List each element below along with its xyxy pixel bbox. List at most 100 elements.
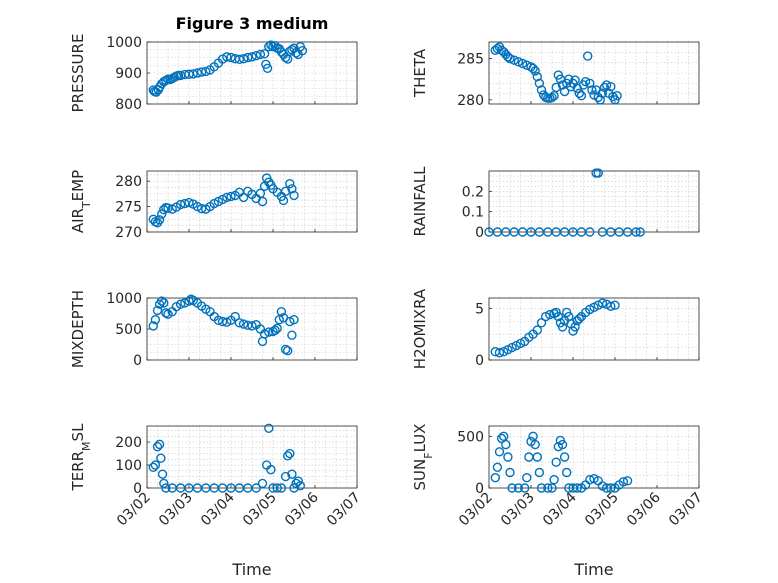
y-tick-label: 1000 bbox=[106, 35, 142, 51]
data-point bbox=[287, 469, 297, 479]
data-point bbox=[148, 321, 159, 331]
data-point bbox=[270, 325, 280, 335]
y-tick-label: 0 bbox=[133, 353, 142, 369]
subplot-air_temp: 270 275 280 AIRTEMP bbox=[69, 170, 358, 241]
x-tick-label: 03/05 bbox=[240, 490, 280, 530]
data-point bbox=[234, 54, 245, 65]
data-point bbox=[545, 309, 555, 320]
data-point bbox=[557, 322, 568, 332]
data-point bbox=[536, 85, 547, 95]
data-point bbox=[213, 315, 224, 326]
data-point bbox=[285, 316, 295, 327]
subplot-mixdepth: 0 500 1000 MIXDEPTH bbox=[69, 290, 358, 369]
data-point bbox=[255, 49, 266, 60]
y-tick-label: 0 bbox=[475, 353, 484, 369]
data-point bbox=[234, 318, 245, 328]
data-point bbox=[175, 299, 186, 309]
y-tick-label: 1000 bbox=[106, 291, 142, 307]
y-tick-label: 200 bbox=[115, 435, 142, 451]
data-point bbox=[196, 67, 207, 77]
data-point bbox=[580, 76, 591, 87]
data-point bbox=[494, 447, 505, 457]
axes-frame bbox=[488, 41, 700, 105]
data-point bbox=[285, 179, 295, 189]
data-point bbox=[536, 483, 547, 493]
axes-frame bbox=[146, 170, 358, 233]
data-point bbox=[289, 315, 299, 325]
subplot-theta: 280 285 THETA bbox=[411, 41, 700, 109]
data-point bbox=[156, 209, 167, 219]
data-point bbox=[547, 92, 557, 103]
x-tick-label: 03/04 bbox=[198, 489, 238, 529]
data-point bbox=[259, 329, 270, 339]
data-point bbox=[222, 317, 232, 327]
data-point bbox=[243, 52, 253, 63]
data-point bbox=[557, 80, 568, 90]
data-point bbox=[572, 483, 582, 493]
data-point bbox=[559, 86, 570, 97]
data-point bbox=[285, 448, 295, 459]
data-point bbox=[553, 311, 563, 322]
data-point bbox=[278, 195, 289, 206]
data-point bbox=[259, 49, 270, 59]
data-point bbox=[264, 423, 274, 433]
axes-frame bbox=[488, 297, 700, 361]
y-tick-label: 275 bbox=[115, 200, 142, 216]
y-axis-label: RAINFALL bbox=[411, 166, 429, 237]
x-axis-label-right: Time bbox=[573, 560, 613, 579]
data-point bbox=[276, 483, 287, 493]
data-point bbox=[188, 69, 198, 79]
data-point bbox=[570, 322, 580, 332]
data-point bbox=[272, 323, 282, 334]
x-tick-label: 03/04 bbox=[540, 489, 580, 529]
y-tick-label: 500 bbox=[457, 429, 484, 445]
data-point bbox=[287, 330, 297, 340]
x-tick-label: 03/03 bbox=[498, 490, 538, 530]
y-axis-label: THETA bbox=[411, 48, 429, 98]
y-tick-label: 285 bbox=[457, 52, 484, 68]
data-point bbox=[612, 91, 622, 101]
data-point bbox=[562, 467, 572, 478]
y-axis-label: H2OMIXRA bbox=[411, 288, 429, 369]
data-point bbox=[272, 483, 282, 493]
data-point bbox=[593, 168, 603, 178]
data-point bbox=[154, 215, 165, 225]
data-point bbox=[520, 483, 530, 493]
data-point bbox=[610, 300, 620, 310]
data-point bbox=[549, 475, 559, 485]
data-point bbox=[184, 197, 194, 208]
chart-title: Figure 3 medium bbox=[176, 14, 329, 33]
y-axis-label: MIXDEPTH bbox=[69, 290, 87, 368]
data-point bbox=[196, 203, 207, 214]
data-point bbox=[238, 319, 249, 329]
data-point bbox=[536, 318, 547, 328]
y-tick-label: 900 bbox=[115, 66, 142, 82]
y-tick-label: 270 bbox=[115, 225, 142, 241]
data-point bbox=[157, 469, 168, 479]
data-point bbox=[257, 478, 268, 489]
data-point bbox=[532, 325, 542, 335]
data-point bbox=[276, 306, 287, 317]
data-point bbox=[557, 439, 568, 450]
data-point bbox=[251, 50, 261, 61]
data-point bbox=[297, 45, 308, 56]
data-point bbox=[503, 452, 513, 462]
data-point bbox=[295, 481, 305, 491]
data-point bbox=[583, 51, 593, 61]
data-point bbox=[289, 43, 299, 53]
data-point bbox=[175, 199, 186, 210]
data-point bbox=[257, 196, 268, 207]
data-point bbox=[152, 305, 163, 316]
data-point bbox=[530, 439, 540, 450]
data-point bbox=[154, 439, 165, 450]
data-point bbox=[161, 75, 171, 86]
data-point bbox=[280, 52, 291, 63]
data-point bbox=[492, 462, 503, 473]
data-point bbox=[534, 467, 545, 478]
y-axis-label: PRESSURE bbox=[69, 34, 87, 113]
data-point bbox=[247, 321, 257, 331]
data-point bbox=[528, 63, 538, 74]
